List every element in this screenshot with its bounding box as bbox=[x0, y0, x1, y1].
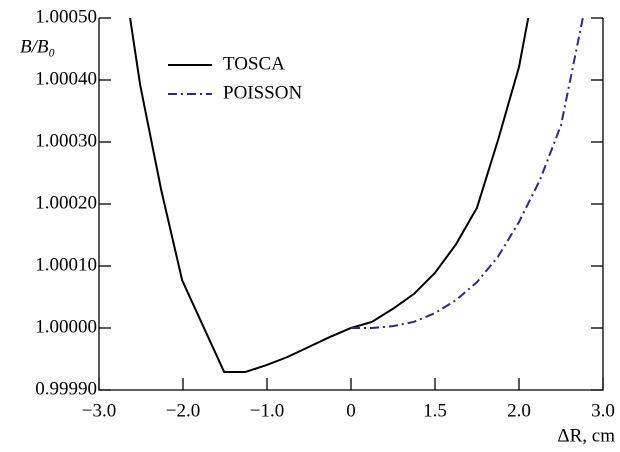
x-tick-label: 3.0 bbox=[591, 400, 615, 421]
x-tick-label: 0 bbox=[346, 400, 356, 421]
x-tick-label: −1.0 bbox=[250, 400, 284, 421]
series-line bbox=[129, 18, 530, 374]
y-tick-label: 1.00050 bbox=[35, 6, 97, 27]
series-line bbox=[351, 18, 584, 329]
x-axis-label: ΔR, cm bbox=[557, 425, 615, 446]
x-tick-label: 1.5 bbox=[423, 400, 447, 421]
legend-label: TOSCA bbox=[223, 53, 285, 74]
plot-area bbox=[129, 18, 584, 374]
y-tick-label: 1.00010 bbox=[35, 254, 97, 275]
x-tick-label: −2.0 bbox=[166, 400, 200, 421]
y-tick-label: 1.00030 bbox=[35, 130, 97, 151]
x-tick-label: −3.0 bbox=[82, 400, 116, 421]
y-tick-label: 1.00040 bbox=[35, 68, 97, 89]
legend-label: POISSON bbox=[223, 82, 302, 103]
x-tick-label: 2.0 bbox=[507, 400, 531, 421]
y-axis-label: B/B₀ bbox=[20, 36, 55, 57]
y-tick-label: 0.99990 bbox=[35, 378, 97, 399]
y-tick-label: 1.00000 bbox=[35, 316, 97, 337]
y-tick-label: 1.00020 bbox=[35, 192, 97, 213]
